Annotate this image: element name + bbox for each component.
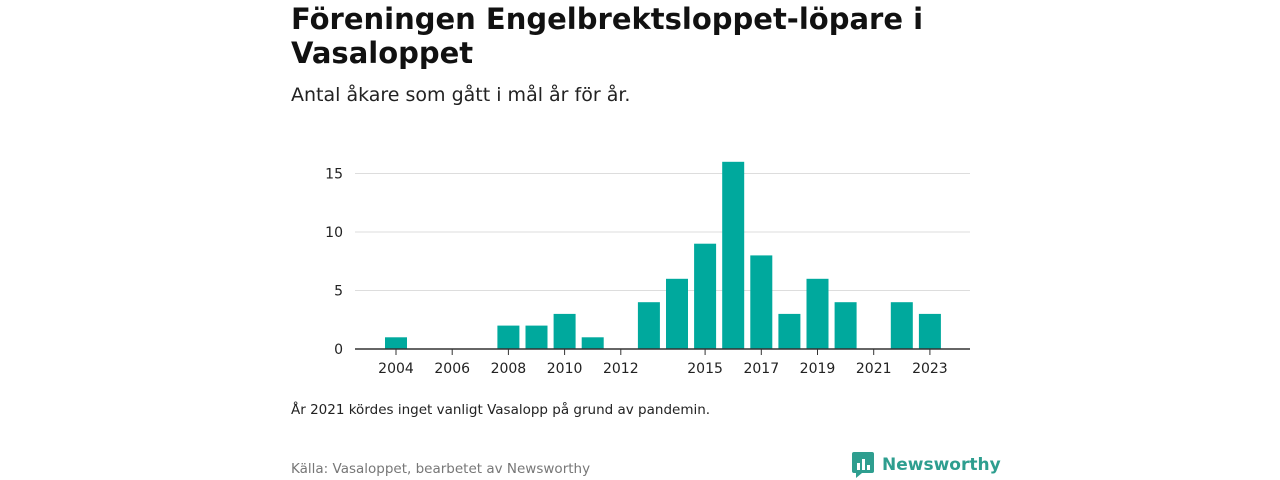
chart-subtitle: Antal åkare som gått i mål år för år. [291, 84, 631, 106]
newsworthy-logo-icon [852, 452, 874, 478]
x-tick-label: 2015 [687, 361, 723, 377]
bar-2008 [497, 325, 520, 349]
bar-chart: 0 5 10 15 2004 2006 2008 2010 2012 2015 2017 2019 20… [325, 161, 970, 377]
brand-name: Newsworthy [882, 455, 1001, 475]
chart-title: Föreningen Engelbrektsloppet-löpare i Va… [291, 2, 924, 70]
bar-2009 [525, 325, 548, 349]
x-tick-label: 2021 [856, 361, 892, 377]
chart-note: År 2021 kördes inget vanligt Vasalopp på… [291, 402, 711, 418]
y-tick-label: 0 [334, 342, 343, 358]
x-tick-label: 2017 [743, 361, 779, 377]
y-tick-label: 10 [325, 225, 343, 241]
x-tick-label: 2010 [547, 361, 583, 377]
bar-2010 [553, 313, 576, 349]
bar-2017 [750, 255, 773, 349]
x-tick-label: 2023 [912, 361, 948, 377]
x-tick-label: 2012 [603, 361, 639, 377]
bar-2020 [834, 302, 857, 349]
x-tick-label: 2004 [378, 361, 414, 377]
source-text: Källa: Vasaloppet, bearbetet av Newswort… [291, 461, 591, 477]
bar-2013 [637, 302, 660, 349]
bar-2019 [806, 278, 829, 349]
y-tick-label: 15 [325, 167, 343, 183]
x-tick-label: 2006 [434, 361, 470, 377]
bar-2023 [918, 313, 941, 349]
x-tick-label: 2019 [800, 361, 836, 377]
bar-2022 [890, 302, 913, 349]
bar-2015 [694, 243, 717, 349]
bar-2004 [385, 337, 407, 349]
x-tick-label: 2008 [491, 361, 527, 377]
y-tick-label: 5 [334, 284, 343, 300]
bar-2016 [722, 161, 745, 349]
bar-2014 [666, 278, 688, 349]
newsworthy-brand: Newsworthy [852, 452, 1001, 478]
bar-2018 [778, 313, 801, 349]
bar-2011 [581, 337, 604, 349]
